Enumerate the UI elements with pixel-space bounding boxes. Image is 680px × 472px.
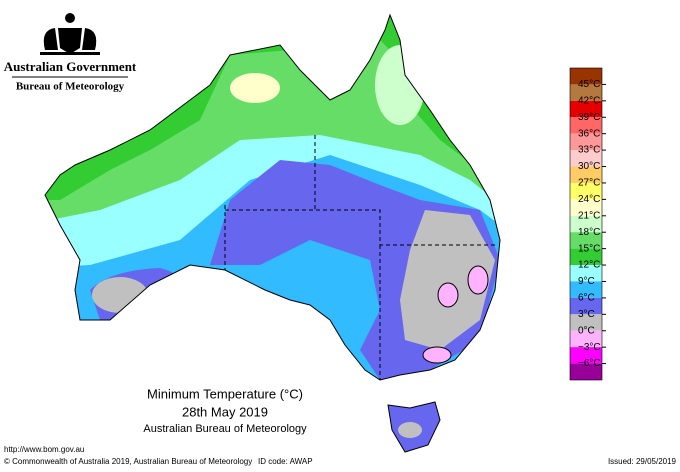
map-date: 28th May 2019 xyxy=(182,404,268,419)
legend-swatch xyxy=(570,133,602,151)
legend-label: 39°C xyxy=(578,112,600,123)
legend-swatch xyxy=(570,330,602,348)
legend-swatch xyxy=(570,363,602,380)
legend-swatch xyxy=(570,100,602,118)
legend-swatch xyxy=(570,314,602,331)
url: http://www.bom.gov.au xyxy=(4,445,84,454)
legend-swatch xyxy=(570,166,602,183)
legend-swatch xyxy=(570,347,602,364)
crest xyxy=(40,13,100,55)
legend-swatch xyxy=(570,84,602,101)
legend: 45°C 42°C 39°C 36°C 33°C 30°C 27°C 24°C 21°C 18°C… xyxy=(569,67,606,381)
legend-label: 18°C xyxy=(578,227,600,238)
legend-label: 9°C xyxy=(578,276,595,287)
legend-label: 24°C xyxy=(578,194,600,205)
legend-label: −3°C xyxy=(578,342,601,353)
issued: Issued: 29/05/2019 xyxy=(608,457,677,466)
legend-label: 21°C xyxy=(578,210,600,221)
legend-label: 15°C xyxy=(578,243,600,254)
legend-swatch xyxy=(570,281,602,298)
legend-swatch xyxy=(570,117,602,134)
legend-frame xyxy=(569,67,603,381)
legend-label: 30°C xyxy=(578,161,600,172)
legend-label: 6°C xyxy=(578,293,595,304)
legend-swatch xyxy=(570,232,602,249)
legend-label: 0°C xyxy=(578,325,595,336)
agency: Australian Government xyxy=(4,59,137,74)
legend-swatch xyxy=(570,265,602,282)
map-title: Minimum Temperature (°C) xyxy=(147,386,303,401)
bureau: Bureau of Meteorology xyxy=(16,81,125,93)
legend-label: 45°C xyxy=(578,79,600,90)
legend-swatch xyxy=(570,68,602,85)
map-source: Australian Bureau of Meteorology xyxy=(143,423,307,435)
legend-label: 33°C xyxy=(578,145,600,156)
id-code: ID code: AWAP xyxy=(258,457,313,466)
legend-swatch xyxy=(570,297,602,315)
legend-swatch xyxy=(570,248,602,266)
tasmania-coast xyxy=(387,401,441,453)
tasmania xyxy=(388,402,440,452)
copyright: © Commonwealth of Australia 2019, Austra… xyxy=(4,457,252,466)
legend-swatch xyxy=(570,150,602,167)
legend-label: 3°C xyxy=(578,309,595,320)
legend-swatch xyxy=(570,182,602,200)
legend-label: 36°C xyxy=(578,128,600,139)
legend-label: 12°C xyxy=(578,260,600,271)
legend-swatch xyxy=(570,215,602,233)
legend-label: 42°C xyxy=(578,95,600,106)
legend-swatch xyxy=(570,199,602,216)
legend-label: 27°C xyxy=(578,178,600,189)
legend-label: −6°C xyxy=(578,358,601,369)
